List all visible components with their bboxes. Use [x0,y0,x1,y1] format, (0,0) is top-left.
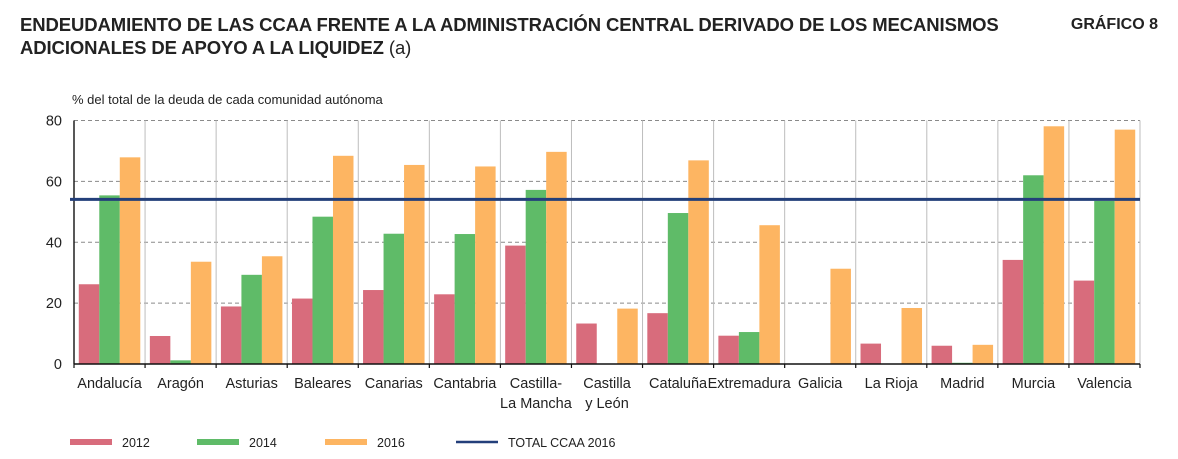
bar-2014 [454,234,476,364]
category-label: Castilla- [510,376,563,392]
category-label: Madrid [940,376,984,392]
category-label: Cantabria [433,376,497,392]
bar-2012 [291,298,313,364]
bar-2016 [1043,126,1065,364]
bar-2016 [901,307,923,364]
category-label: Andalucía [77,376,142,392]
bar-2012 [931,345,953,364]
bar-2016 [1114,129,1136,364]
category-label: Aragón [157,376,204,392]
bar-2012 [1002,259,1024,364]
y-tick-label: 80 [46,114,62,130]
bar-2012 [434,294,455,364]
bar-2016 [688,160,709,364]
category-labels: Andalucía Aragón Asturias Baleares Canarias C… [77,376,1132,412]
legend-swatch-2014 [197,439,239,445]
bar-2014 [99,195,120,364]
y-tick-labels: 0 20 40 60 80 [46,114,62,374]
bar-2012 [363,290,384,364]
legend-label: 2016 [377,436,405,450]
bar-2016 [759,225,780,364]
y-tick-label: 60 [46,174,62,190]
bar-2016 [972,344,994,364]
legend-label: 2014 [249,436,277,450]
bar-2014 [667,213,689,364]
legend: 2012 2014 2016 TOTAL CCAA 2016 [70,436,616,450]
y-tick-label: 40 [46,235,62,251]
category-label: La Mancha [500,396,573,412]
bar-2014 [1023,175,1044,364]
gridlines [74,120,1141,364]
bar-2016 [190,261,212,364]
bar-2012 [149,335,171,364]
axes [73,120,1141,368]
y-axis-label: % del total de la deuda de cada comunida… [72,92,383,107]
bar-2016 [261,256,283,364]
category-label: Valencia [1077,376,1132,392]
category-label: Baleares [294,376,351,392]
category-label: Canarias [365,376,423,392]
bar-2012 [576,323,597,364]
bars [78,126,1136,364]
bar-2016 [332,155,354,364]
y-tick-label: 0 [54,357,62,373]
bar-2012 [220,306,242,364]
legend-swatch-2016 [325,439,367,445]
legend-label: TOTAL CCAA 2016 [508,436,616,450]
category-label: Murcia [1012,376,1056,392]
bar-2012 [505,245,526,364]
bar-2014 [170,360,191,364]
chart-title-suffix: (a) [388,37,412,58]
bar-2012 [860,343,882,364]
bar-2014 [383,233,405,364]
chart-title-line-2: ADICIONALES DE APOYO A LA LIQUIDEZ (a) [20,36,999,59]
legend-swatch-2012 [70,439,112,445]
legend-label: 2012 [122,436,150,450]
bar-2012 [718,335,739,364]
chart-title: ENDEUDAMIENTO DE LAS CCAA FRENTE A LA AD… [20,13,999,59]
bar-2016 [475,166,496,364]
category-label: Cataluña [649,376,708,392]
bar-2016 [119,157,141,364]
bar-2016 [546,151,567,364]
y-tick-label: 20 [46,296,62,312]
chart-title-line-1: ENDEUDAMIENTO DE LAS CCAA FRENTE A LA AD… [20,14,999,35]
category-label: La Rioja [865,376,919,392]
bar-2012 [647,313,668,364]
category-label: Galicia [798,376,843,392]
bar-2016 [830,268,851,364]
category-label: y León [585,396,629,412]
bar-2012 [78,284,100,364]
bar-2014 [1094,200,1115,364]
chart-title-line-2-text: ADICIONALES DE APOYO A LA LIQUIDEZ [20,37,384,58]
chart-number: GRÁFICO 8 [1070,16,1158,33]
bar-2016 [404,164,425,364]
bar-2012 [1073,280,1095,364]
bar-2014 [241,274,262,364]
bar-2014 [738,332,760,364]
category-label: Castilla [583,376,631,392]
bar-2016 [617,308,638,364]
category-label: Asturias [225,376,277,392]
bar-2014 [525,189,547,364]
bar-2014 [312,216,333,364]
category-label: Extremadura [708,376,792,392]
